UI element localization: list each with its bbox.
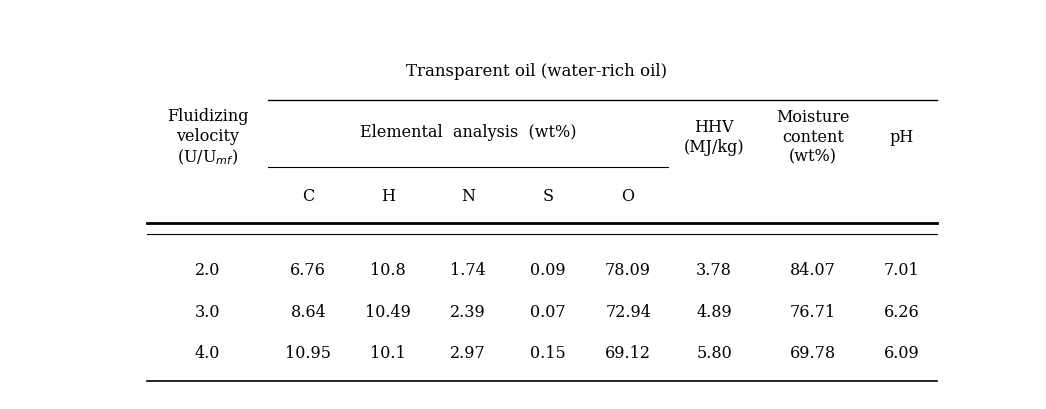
Text: 0.15: 0.15 (530, 344, 566, 362)
Text: Elemental  analysis  (wt%): Elemental analysis (wt%) (360, 124, 576, 141)
Text: HHV
(MJ/kg): HHV (MJ/kg) (684, 119, 745, 155)
Text: 4.89: 4.89 (697, 303, 732, 321)
Text: 69.12: 69.12 (605, 344, 651, 362)
Text: Moisture
content
(wt%): Moisture content (wt%) (776, 109, 849, 165)
Text: 5.80: 5.80 (697, 344, 732, 362)
Text: 6.26: 6.26 (884, 303, 919, 321)
Text: N: N (461, 187, 475, 204)
Text: S: S (543, 187, 553, 204)
Text: 72.94: 72.94 (606, 303, 651, 321)
Text: 0.09: 0.09 (530, 261, 566, 278)
Text: C: C (302, 187, 315, 204)
Text: 2.97: 2.97 (450, 344, 486, 362)
Text: Fluidizing
velocity
(U/U$_{mf}$): Fluidizing velocity (U/U$_{mf}$) (167, 108, 248, 166)
Text: 8.64: 8.64 (291, 303, 326, 321)
Text: 76.71: 76.71 (790, 303, 836, 321)
Text: 2.0: 2.0 (195, 261, 221, 278)
Text: H: H (381, 187, 395, 204)
Text: pH: pH (889, 129, 913, 146)
Text: 7.01: 7.01 (884, 261, 919, 278)
Text: 84.07: 84.07 (790, 261, 836, 278)
Text: 10.1: 10.1 (370, 344, 406, 362)
Text: O: O (621, 187, 635, 204)
Text: 10.49: 10.49 (365, 303, 411, 321)
Text: 6.76: 6.76 (291, 261, 326, 278)
Text: 4.0: 4.0 (195, 344, 221, 362)
Text: 0.07: 0.07 (530, 303, 566, 321)
Text: 1.74: 1.74 (450, 261, 486, 278)
Text: Transparent oil (water-rich oil): Transparent oil (water-rich oil) (406, 63, 666, 80)
Text: 3.0: 3.0 (195, 303, 221, 321)
Text: 10.95: 10.95 (286, 344, 332, 362)
Text: 78.09: 78.09 (605, 261, 651, 278)
Text: 10.8: 10.8 (370, 261, 406, 278)
Text: 6.09: 6.09 (884, 344, 919, 362)
Text: 2.39: 2.39 (450, 303, 486, 321)
Text: 3.78: 3.78 (696, 261, 732, 278)
Text: 69.78: 69.78 (790, 344, 836, 362)
